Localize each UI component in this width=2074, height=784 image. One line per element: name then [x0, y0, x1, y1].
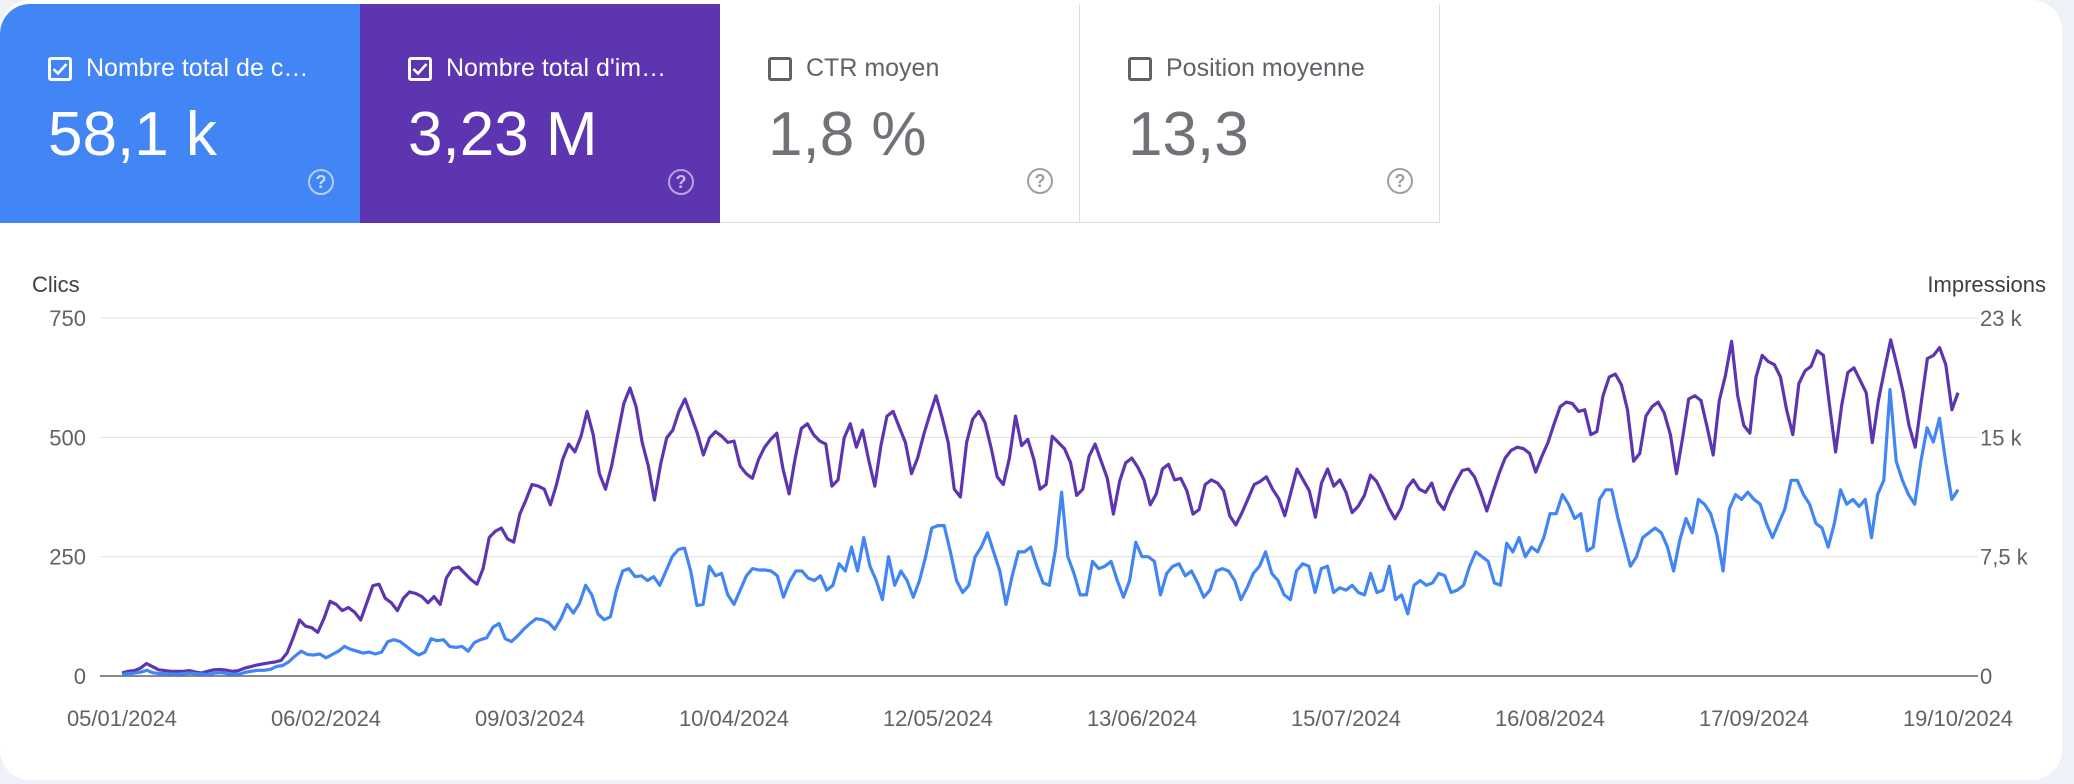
series-line-impressions[interactable]	[121, 338, 1960, 675]
metric-total-impressions[interactable]: Nombre total d'im… 3,23 M ?	[360, 4, 720, 223]
checkbox-checked-icon[interactable]	[48, 56, 72, 81]
metric-value: 13,3	[1128, 100, 1249, 169]
series-lines	[121, 338, 1960, 677]
y-right-tick-label: 0	[1980, 664, 1992, 689]
y-right-tick-label: 15 k	[1980, 425, 2023, 450]
metric-header: Nombre total de c…	[48, 54, 308, 83]
x-tick-label: 19/10/2024	[1903, 706, 2013, 731]
x-tick-label: 16/08/2024	[1495, 706, 1605, 731]
x-tick-label: 17/09/2024	[1699, 706, 1809, 731]
y-left-tick-label: 250	[49, 545, 86, 570]
y-left-tick-label: 500	[49, 425, 86, 450]
x-tick-label: 09/03/2024	[475, 706, 585, 731]
help-icon[interactable]: ?	[308, 169, 334, 195]
metric-average-position[interactable]: Position moyenne 13,3 ?	[1080, 4, 1440, 223]
checkbox-unchecked-icon[interactable]	[1128, 56, 1152, 81]
y-right-tick-label: 23 k	[1980, 306, 2023, 331]
y-left-axis-title: Clics	[32, 272, 80, 297]
y-left-tick-label: 750	[49, 306, 86, 331]
grid-lines	[100, 317, 1978, 677]
series-line-clicks[interactable]	[121, 388, 1960, 677]
metric-header: CTR moyen	[768, 54, 939, 83]
checkbox-checked-icon[interactable]	[408, 56, 432, 81]
x-tick-label: 13/06/2024	[1087, 706, 1197, 731]
x-tick-label: 12/05/2024	[883, 706, 993, 731]
metric-value: 3,23 M	[408, 100, 598, 169]
checkbox-unchecked-icon[interactable]	[768, 56, 792, 81]
x-tick-label: 06/02/2024	[271, 706, 381, 731]
help-icon[interactable]: ?	[668, 169, 694, 195]
metric-header: Position moyenne	[1128, 54, 1365, 83]
help-icon[interactable]: ?	[1027, 168, 1053, 194]
metric-value: 58,1 k	[48, 100, 217, 169]
x-tick-label: 05/01/2024	[67, 706, 177, 731]
metric-total-clicks[interactable]: Nombre total de c… 58,1 k ?	[0, 4, 360, 223]
metric-value: 1,8 %	[768, 100, 927, 169]
x-tick-label: 15/07/2024	[1291, 706, 1401, 731]
metric-header: Nombre total d'im…	[408, 54, 666, 83]
metric-average-ctr[interactable]: CTR moyen 1,8 % ?	[720, 4, 1080, 223]
y-right-axis-title: Impressions	[1927, 272, 2046, 297]
x-tick-label: 10/04/2024	[679, 706, 789, 731]
y-left-tick-label: 0	[74, 664, 86, 689]
help-icon[interactable]: ?	[1387, 168, 1413, 194]
y-right-tick-label: 7,5 k	[1980, 545, 2029, 570]
metric-tabs: Nombre total de c… 58,1 k ? Nombre total…	[0, 4, 1440, 223]
axis-ticks: 0 0 250 7,5 k 500 15 k 750 23 k 05/01/2024 06/02/…	[49, 306, 2028, 731]
